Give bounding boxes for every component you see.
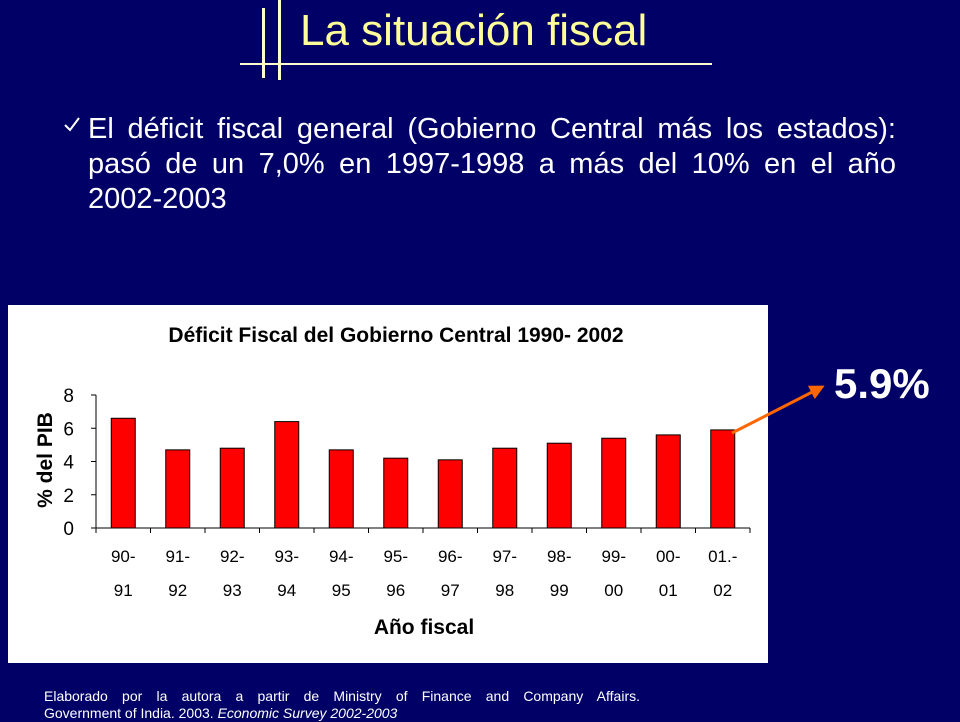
y-tick-label-8: 8 xyxy=(63,386,74,407)
bar-2 xyxy=(219,447,245,529)
source-note: Elaborado por la autora a partir de Mini… xyxy=(44,688,640,722)
source-line-2: Government of India. 2003. Economic Surv… xyxy=(44,705,640,722)
bar-7 xyxy=(492,447,518,529)
bullet-item: El déficit fiscal general (Gobierno Cent… xyxy=(62,112,896,217)
bar-0 xyxy=(110,417,136,529)
y-tick-label-2: 2 xyxy=(63,486,74,507)
x-tick-label-7: 97-98 xyxy=(492,547,517,600)
x-tick-label-3: 93-94 xyxy=(274,547,299,600)
bar-8 xyxy=(546,442,572,529)
bar-5 xyxy=(383,457,409,529)
callout-value: 5.9% xyxy=(834,360,930,407)
x-tick-label-2: 92-93 xyxy=(220,547,245,600)
source-line-2-prefix: Government of India. 2003. xyxy=(44,705,218,721)
bullet-text: El déficit fiscal general (Gobierno Cent… xyxy=(88,113,896,215)
bar-1 xyxy=(165,449,191,529)
title-deco-vline-1 xyxy=(262,8,265,78)
bar-3 xyxy=(274,421,300,529)
checkmark-icon xyxy=(64,117,80,132)
bar-10 xyxy=(655,434,681,529)
bar-9 xyxy=(601,437,627,529)
bar-11 xyxy=(710,429,736,529)
slide-title: La situación fiscal xyxy=(300,6,648,55)
x-tick-label-1: 91-92 xyxy=(165,547,190,600)
bar-6 xyxy=(437,459,463,529)
x-tick-label-5: 95-96 xyxy=(383,547,408,600)
bar-4 xyxy=(328,449,354,529)
x-axis-label: Año fiscal xyxy=(374,616,474,639)
x-tick-label-6: 96-97 xyxy=(438,547,463,600)
y-tick-label-6: 6 xyxy=(63,419,74,440)
chart-panel: Déficit Fiscal del Gobierno Central 1990… xyxy=(8,305,768,663)
x-tick-label-4: 94-95 xyxy=(329,547,354,600)
source-line-1: Elaborado por la autora a partir de Mini… xyxy=(44,688,640,704)
y-axis-label: % del PIB xyxy=(34,412,57,508)
x-tick-label-9: 99-00 xyxy=(601,547,626,600)
y-tick-label-0: 0 xyxy=(63,519,74,540)
bar-chart: Déficit Fiscal del Gobierno Central 1990… xyxy=(34,324,751,639)
x-tick-label-0: 90-91 xyxy=(111,547,136,600)
source-line-2-title: Economic Survey 2002-2003 xyxy=(217,705,398,721)
x-tick-label-8: 98-99 xyxy=(547,547,572,600)
y-tick-label-4: 4 xyxy=(63,453,74,474)
title-deco-vline-2 xyxy=(278,0,281,80)
title-deco-hline xyxy=(240,63,712,65)
chart-title: Déficit Fiscal del Gobierno Central 1990… xyxy=(168,324,623,347)
x-tick-label-10: 00-01 xyxy=(656,547,681,600)
x-tick-label-11: 01.-02 xyxy=(708,547,737,600)
